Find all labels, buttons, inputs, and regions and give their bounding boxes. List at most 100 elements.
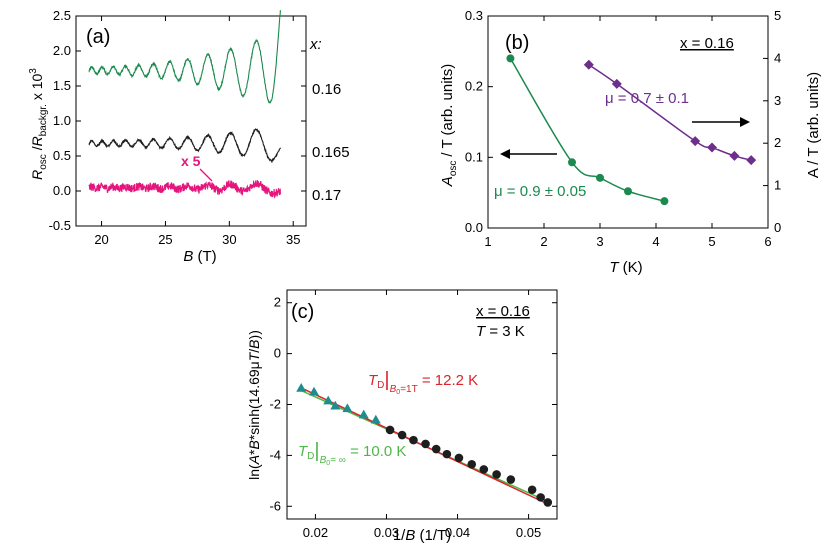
data-point: [342, 403, 353, 413]
panel-b-right-y-axis-label: A / T (arb. units): [805, 72, 822, 178]
data-point: [431, 444, 441, 454]
x-tick-label: 3: [596, 234, 603, 249]
y-tick-label: 2: [274, 295, 281, 310]
data-point: [492, 470, 501, 479]
fit-curve-green: [509, 58, 665, 202]
y-tick-right-label: 1: [774, 178, 781, 193]
panel-a: 20 25 30 35 -0.5 0.0 0.5 1.0 1.5 2.0 2.5 (a) x: 0…: [28, 8, 350, 265]
y-tick-right-label: 2: [774, 135, 781, 150]
data-point: [583, 59, 594, 70]
arrow-left: [500, 149, 557, 159]
data-point: [506, 54, 515, 63]
data-point: [624, 187, 632, 196]
arrow-right: [692, 117, 750, 127]
panel-a-y-ticks: -0.5 0.0 0.5 1.0 1.5 2.0 2.5: [49, 8, 306, 233]
x-tick-label: 6: [764, 234, 771, 249]
y-tick-right-label: 4: [774, 50, 781, 65]
panel-b-left-y-ticks: 0.0 0.1 0.2 0.3: [465, 8, 493, 235]
data-point: [358, 409, 369, 419]
mu-label-purple: μ = 0.7 ± 0.1: [605, 90, 689, 107]
panel-b-label: (b): [505, 32, 529, 54]
panel-c-points: [296, 382, 553, 507]
y-tick-left-label: 0.0: [465, 220, 483, 235]
y-tick-label: 1.5: [53, 78, 71, 93]
y-tick-label: 0.5: [53, 148, 71, 163]
data-point: [442, 449, 452, 459]
panel-a-legend-header: x:: [309, 36, 322, 53]
data-point: [707, 142, 717, 153]
data-point: [467, 459, 477, 469]
x-tick-label: 20: [94, 232, 108, 247]
y-tick-label: 0.0: [53, 183, 71, 198]
panel-b-note: x = 0.16: [680, 35, 734, 52]
data-point: [568, 158, 576, 167]
data-point: [596, 173, 604, 182]
td-label-red: TD|B0=1T = 12.2 K: [368, 369, 478, 396]
x-tick-label: 0.03: [374, 525, 399, 540]
x-tick-label: 1: [484, 234, 491, 249]
y-tick-label: 2.5: [53, 8, 71, 23]
x-tick-label: 0.02: [303, 525, 328, 540]
data-point: [454, 453, 464, 463]
y-tick-label: 0: [274, 346, 281, 361]
data-point: [323, 395, 334, 405]
data-point: [296, 382, 307, 392]
y-tick-label: -6: [269, 498, 281, 513]
panel-a-x-axis-label: B (T): [183, 248, 216, 265]
data-point: [309, 386, 319, 396]
data-point: [370, 414, 381, 424]
panel-a-curves: [88, 10, 281, 199]
x-tick-label: 25: [158, 232, 172, 247]
y-tick-label: -0.5: [49, 218, 71, 233]
y-tick-label: 1.0: [53, 113, 71, 128]
data-point: [385, 425, 395, 435]
y-tick-right-label: 5: [774, 8, 781, 23]
legend-label-0.16: 0.16: [312, 81, 341, 98]
x-tick-label: 2: [540, 234, 547, 249]
curve-0.16: [88, 10, 281, 104]
data-point: [746, 155, 757, 166]
legend-label-0.17: 0.17: [312, 187, 341, 204]
mu-label-green: μ = 0.9 ± 0.05: [494, 183, 586, 200]
data-point: [397, 430, 407, 440]
curve-0.17: [88, 180, 281, 199]
y-tick-left-label: 0.1: [465, 149, 483, 164]
x-tick-label: 0.04: [445, 525, 470, 540]
y-tick-label: -2: [269, 397, 281, 412]
curve-0.165: [88, 128, 281, 164]
x-tick-label: 30: [222, 232, 236, 247]
panel-b-x-axis-label: T (K): [609, 259, 642, 276]
x-tick-label: 35: [286, 232, 300, 247]
panel-c-note-x: x = 0.16: [476, 303, 530, 320]
legend-label-0.165: 0.165: [312, 144, 350, 161]
panel-b-left-y-axis-label: Aosc/ T (arb. units): [439, 64, 459, 187]
data-point: [479, 465, 489, 474]
data-point: [536, 493, 545, 502]
x-tick-label: 5: [708, 234, 715, 249]
panel-b-frame: [487, 15, 769, 229]
data-point: [729, 150, 740, 161]
y-tick-right-label: 3: [774, 93, 781, 108]
panel-c-label: (c): [291, 301, 314, 323]
panel-c-y-ticks: -6 -4 -2 0 2: [269, 295, 557, 513]
panel-c: 0.02 0.03 0.04 0.05 -6 -4 -2 0 2 (c) x = 0.16 T…: [246, 289, 558, 544]
data-point: [611, 78, 622, 89]
data-point: [421, 439, 430, 449]
y-tick-label: 2.0: [53, 43, 71, 58]
panel-b-points: [506, 54, 757, 206]
panel-c-y-axis-label: ln(A*B*sinh(14.69μT/B)): [246, 330, 262, 480]
x-tick-label: 0.05: [516, 525, 541, 540]
y-tick-right-label: 0: [774, 220, 781, 235]
panel-b-right-y-ticks: 0 1 2 3 4 5: [763, 8, 781, 235]
y-tick-left-label: 0.3: [465, 8, 483, 23]
panel-b-x-ticks: 1 2 3 4 5 6: [484, 16, 772, 249]
panel-a-y-axis-label: Rosc /Rbackgr. x 103: [28, 68, 49, 180]
fit-curve-purple: [588, 64, 752, 161]
panel-c-x-axis-label: 1/B (1/T): [393, 527, 451, 544]
data-point: [527, 485, 537, 495]
data-point: [506, 475, 516, 484]
panel-c-x-ticks: 0.02 0.03 0.04 0.05: [303, 290, 541, 540]
annotation-x5-pointer: [199, 168, 213, 182]
td-label-green: TD|B0= ∞ = 10.0 K: [298, 440, 406, 467]
